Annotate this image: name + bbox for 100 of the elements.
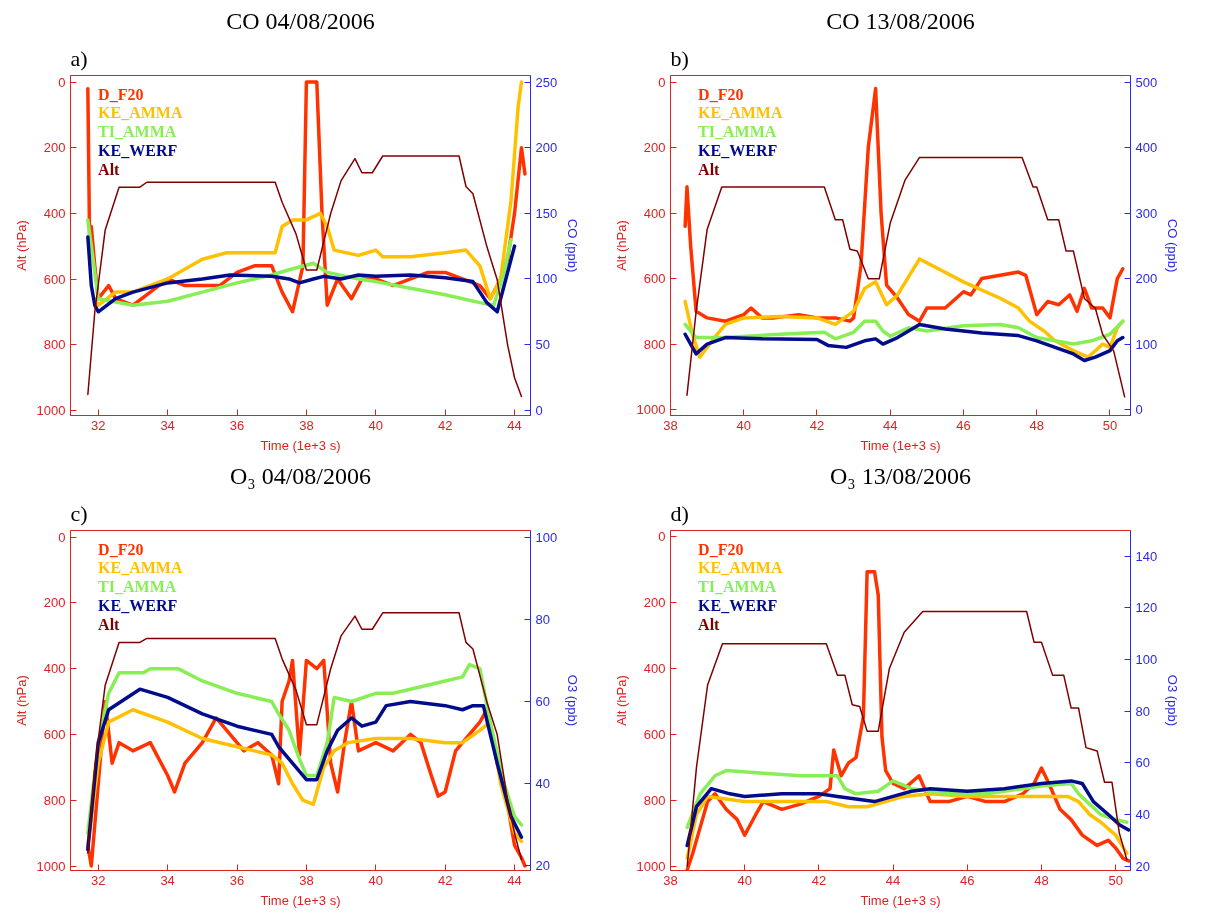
line-series xyxy=(685,768,1129,830)
x-tick-label: 44 xyxy=(507,417,522,433)
line-series xyxy=(683,322,1125,363)
y2-tick-label: 500 xyxy=(1135,74,1158,90)
x-tick-label: 50 xyxy=(1108,872,1123,888)
text: TI_AMMA xyxy=(98,578,177,596)
chart-title: O₃ 04/08/2006 xyxy=(229,462,372,489)
x-tick-label: 40 xyxy=(737,872,752,888)
y2-axis-title: O3 (ppb) xyxy=(565,674,581,727)
y-tick-label: 1000 xyxy=(636,402,666,418)
x-tick-label: 48 xyxy=(1034,872,1049,888)
text: TI_AMMA xyxy=(698,578,777,596)
x-tick-label: 40 xyxy=(368,417,384,433)
y-tick-label: 1000 xyxy=(36,858,66,874)
y-tick-label: 0 xyxy=(658,74,666,90)
text: KE_AMMA xyxy=(698,559,783,577)
y-tick-label: 400 xyxy=(43,205,66,221)
y2-tick-label: 60 xyxy=(535,694,550,710)
y-tick-label: 200 xyxy=(43,140,66,156)
text: d) xyxy=(670,500,689,526)
text: KE_WERF xyxy=(98,141,178,159)
y2-axis-title: CO (ppb) xyxy=(565,218,581,273)
text: TI_AMMA xyxy=(698,123,777,141)
y-tick-label: 200 xyxy=(643,595,666,611)
series-label: Alt xyxy=(98,160,121,178)
y-tick-label: 1000 xyxy=(36,403,66,419)
series-label: Alt xyxy=(98,615,121,633)
x-tick-label: 46 xyxy=(960,872,975,888)
series-label: Alt xyxy=(698,615,721,633)
text: b) xyxy=(670,45,689,71)
line-series xyxy=(685,792,1129,861)
y-tick-label: 600 xyxy=(43,271,66,287)
y2-tick-label: 300 xyxy=(1135,205,1158,221)
text: KE_AMMA xyxy=(698,104,783,122)
line-series xyxy=(683,319,1125,346)
y-tick-label: 600 xyxy=(43,727,66,743)
y-axis-title: Alt (hPa) xyxy=(13,220,29,271)
y2-tick-label: 100 xyxy=(1135,652,1158,668)
y2-tick-label: 20 xyxy=(1135,858,1150,874)
y-tick-label: 200 xyxy=(43,595,66,611)
y2-tick-label: 100 xyxy=(535,529,558,545)
text: KE_WERF xyxy=(698,596,778,614)
text: KE_WERF xyxy=(698,141,778,159)
text: a) xyxy=(70,45,88,71)
text: KE_AMMA xyxy=(98,104,183,122)
y2-tick-label: 0 xyxy=(535,402,543,418)
line-series xyxy=(87,612,523,861)
chart-title: CO 04/08/2006 xyxy=(226,7,375,34)
y2-tick-label: 60 xyxy=(1135,755,1150,771)
x-tick-label: 42 xyxy=(811,872,827,888)
line-series xyxy=(685,779,1131,848)
x-tick-label: 36 xyxy=(229,417,245,433)
x-tick-label: 38 xyxy=(663,872,678,888)
text: c) xyxy=(70,500,88,526)
text: D_F20 xyxy=(698,540,744,558)
y2-tick-label: 200 xyxy=(535,140,558,156)
y-tick-label: 800 xyxy=(643,792,666,808)
x-tick-label: 34 xyxy=(160,417,175,433)
x-tick-label: 34 xyxy=(160,872,175,888)
y-tick-label: 200 xyxy=(643,140,666,156)
x-tick-label: 38 xyxy=(299,417,314,433)
x-tick-label: 44 xyxy=(885,872,901,888)
text: D_F20 xyxy=(698,85,744,103)
x-tick-label: 38 xyxy=(299,872,314,888)
x-tick-label: 36 xyxy=(229,872,245,888)
x-tick-label: 42 xyxy=(437,417,453,433)
series-label: D_F20 xyxy=(98,85,144,103)
y2-axis-title: O3 (ppb) xyxy=(1165,674,1181,727)
y-tick-label: 800 xyxy=(43,337,66,353)
x-tick-label: 38 xyxy=(663,417,678,433)
y2-tick-label: 100 xyxy=(1135,336,1158,352)
y-tick-label: 400 xyxy=(43,661,66,677)
y2-tick-label: 80 xyxy=(535,611,550,627)
x-tick-label: 42 xyxy=(809,417,825,433)
text: D_F20 xyxy=(98,540,144,558)
x-tick-label: 40 xyxy=(368,872,384,888)
y-axis-title: Alt (hPa) xyxy=(13,675,29,726)
x-tick-label: 44 xyxy=(507,872,522,888)
x-tick-label: 50 xyxy=(1102,417,1118,433)
y2-tick-label: 100 xyxy=(535,271,558,287)
y-tick-label: 0 xyxy=(658,529,666,545)
y2-tick-label: 0 xyxy=(1135,402,1143,418)
y-tick-label: 800 xyxy=(43,792,66,808)
line-series xyxy=(86,235,517,314)
y-tick-label: 600 xyxy=(643,271,666,287)
x-axis-title: Time (1e+3 s) xyxy=(860,892,941,908)
y-tick-label: 0 xyxy=(58,529,66,545)
y2-tick-label: 250 xyxy=(535,74,558,90)
x-tick-label: 32 xyxy=(91,417,106,433)
x-tick-label: 42 xyxy=(437,872,453,888)
y-tick-label: 400 xyxy=(643,661,666,677)
y2-tick-label: 40 xyxy=(1135,806,1150,822)
y2-tick-label: 120 xyxy=(1135,600,1158,616)
x-tick-label: 32 xyxy=(91,872,106,888)
y2-tick-label: 140 xyxy=(1135,548,1158,564)
chart-title: O₃ 13/08/2006 xyxy=(829,462,972,489)
y-tick-label: 0 xyxy=(58,74,66,90)
y-axis-title: Alt (hPa) xyxy=(613,220,629,271)
y-tick-label: 1000 xyxy=(636,858,666,874)
x-tick-label: 48 xyxy=(1029,417,1044,433)
